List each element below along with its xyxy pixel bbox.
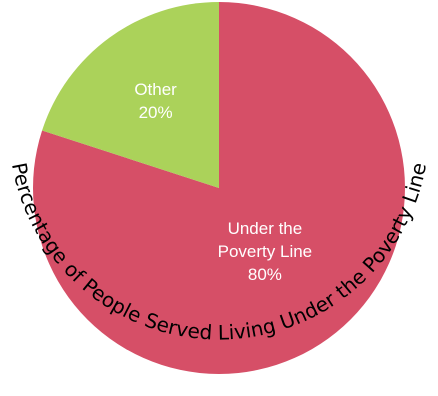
pie-slice-labels: Under the Poverty Line 80% Other 20% (134, 80, 312, 284)
pie-slice-label: Under the Poverty Line 80% (218, 219, 313, 284)
pie-slices (32, 1, 405, 375)
pie-slice-under-the-poverty-line (32, 2, 405, 375)
pie-slice-label: Other 20% (134, 80, 177, 122)
pie-slice-other (42, 1, 219, 188)
